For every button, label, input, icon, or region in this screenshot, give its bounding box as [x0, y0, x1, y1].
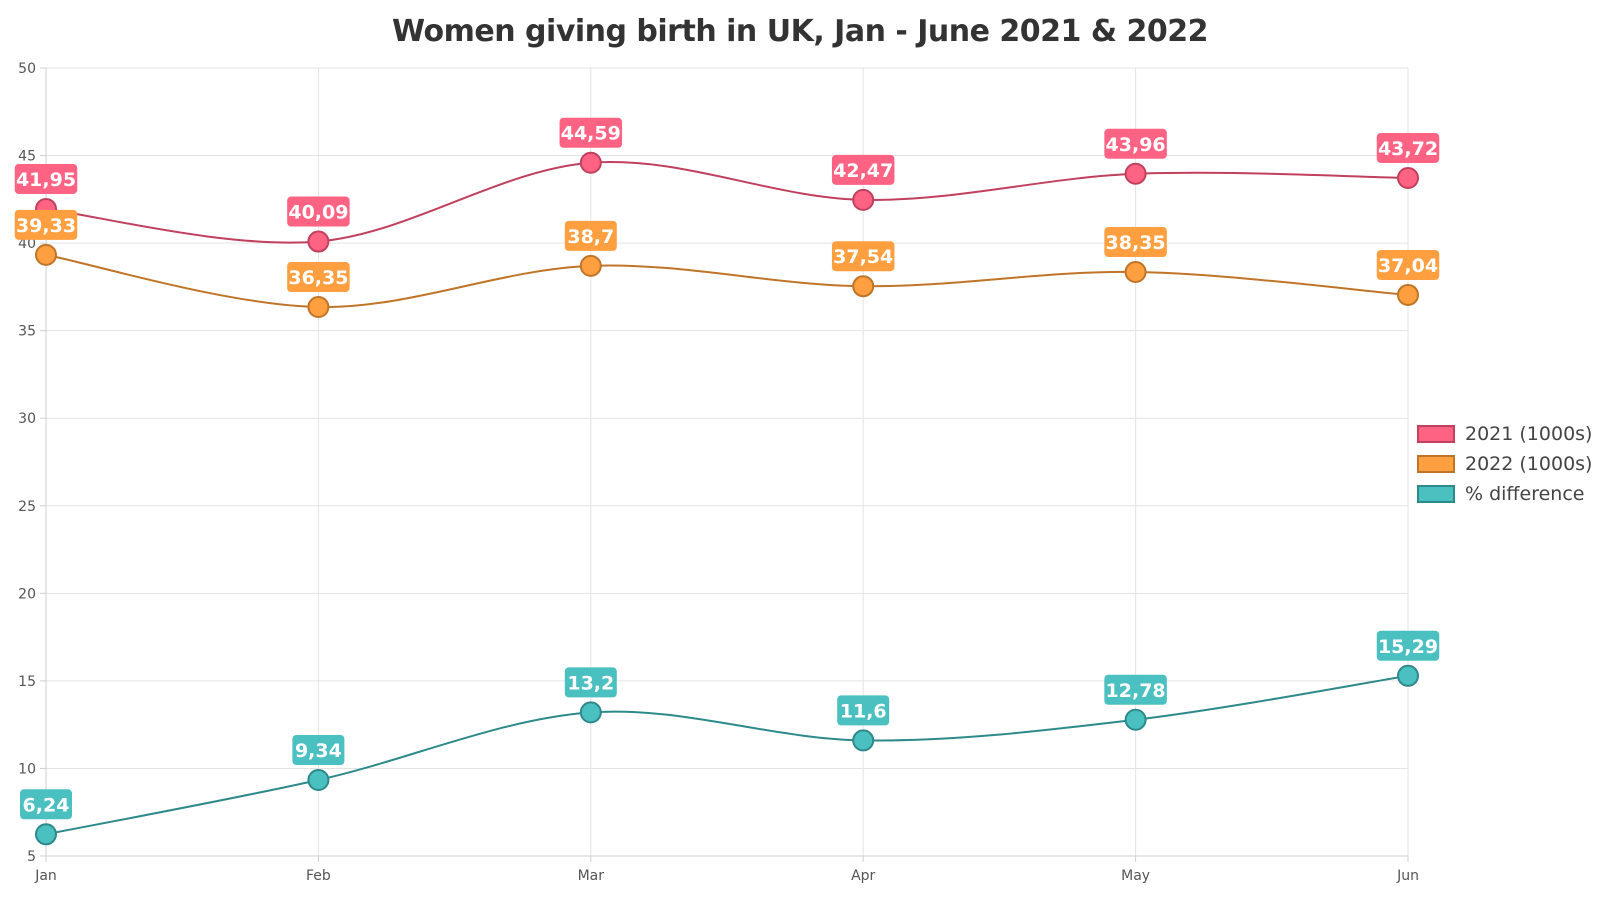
legend-label: 2021 (1000s)	[1465, 423, 1593, 445]
legend-label: 2022 (1000s)	[1465, 453, 1593, 475]
series-lines	[45, 161, 1409, 836]
data-point[interactable]	[1124, 261, 1147, 284]
data-label-box	[20, 789, 72, 820]
y-tick-label: 50	[18, 61, 36, 77]
data-point[interactable]	[852, 275, 875, 298]
data-point[interactable]	[35, 823, 57, 846]
data-label-box	[1104, 128, 1167, 159]
data-label: 38,35	[1106, 232, 1166, 254]
data-point[interactable]	[307, 296, 330, 319]
data-label-box	[287, 262, 350, 293]
data-label-box	[1104, 227, 1167, 258]
data-label-box	[1376, 630, 1440, 661]
x-tick-label: May	[1121, 868, 1150, 884]
legend-item[interactable]: 2021 (1000s)	[1417, 419, 1592, 449]
data-label: 9,34	[295, 740, 342, 762]
data-labels: 41,95 40,09 44,59 42,47 43,96 43,72 39,33 36,35…	[14, 117, 1440, 820]
data-point[interactable]	[35, 243, 57, 266]
y-tick-label: 5	[27, 849, 36, 865]
data-label: 41,95	[16, 169, 76, 191]
y-tick-label: 25	[18, 499, 36, 515]
data-label-box	[292, 735, 345, 766]
data-label-box	[559, 117, 623, 148]
chart-title: Women giving birth in UK, Jan - June 202…	[392, 14, 1208, 49]
legend-item[interactable]: 2022 (1000s)	[1417, 449, 1592, 479]
data-label: 13,2	[567, 672, 614, 694]
data-point[interactable]	[1397, 283, 1419, 306]
data-point[interactable]	[579, 701, 602, 724]
legend-item[interactable]: % difference	[1417, 479, 1592, 509]
data-label-box	[1376, 249, 1440, 280]
series-points	[35, 151, 1419, 846]
data-label-box	[1376, 132, 1440, 163]
data-point[interactable]	[307, 769, 330, 792]
data-label: 37,54	[833, 246, 893, 268]
y-tick-label: 40	[18, 236, 36, 252]
data-label-box	[564, 667, 617, 698]
data-label: 36,35	[288, 267, 348, 289]
data-label: 40,09	[288, 202, 348, 224]
data-point[interactable]	[1124, 162, 1147, 185]
data-label: 12,78	[1106, 680, 1166, 702]
data-label: 43,72	[1378, 138, 1438, 160]
y-tick-label: 30	[18, 411, 36, 427]
data-point[interactable]	[1397, 664, 1419, 687]
data-label-box	[564, 220, 617, 251]
legend-swatch	[1417, 485, 1455, 503]
data-point[interactable]	[1397, 166, 1419, 189]
data-label: 37,04	[1378, 255, 1438, 277]
legend-label: % difference	[1465, 483, 1585, 505]
y-tick-label: 45	[18, 149, 36, 165]
x-tick-label: Mar	[578, 868, 605, 884]
chart-legend: 2021 (1000s) 2022 (1000s) % difference	[1417, 419, 1592, 509]
series-line	[45, 674, 1409, 836]
y-tick-label: 15	[18, 674, 36, 690]
data-label: 43,96	[1106, 134, 1166, 156]
data-label-box	[1104, 674, 1167, 705]
y-tick-label: 35	[18, 324, 36, 340]
data-point[interactable]	[852, 729, 875, 752]
series-line	[45, 161, 1409, 244]
data-label: 6,24	[23, 794, 70, 816]
data-label-box	[14, 209, 78, 240]
y-tick-label: 20	[18, 586, 36, 602]
series-line	[45, 253, 1409, 309]
data-label: 39,33	[16, 215, 76, 237]
data-label-box	[831, 154, 895, 185]
x-tick-label: Jun	[1396, 868, 1419, 884]
legend-swatch	[1417, 425, 1455, 443]
data-point[interactable]	[307, 230, 330, 253]
data-label: 11,6	[840, 700, 887, 722]
data-point[interactable]	[1124, 708, 1147, 731]
x-tick-label: Apr	[851, 868, 875, 884]
data-point[interactable]	[579, 151, 602, 174]
data-point[interactable]	[579, 254, 602, 277]
data-label: 38,7	[567, 226, 614, 248]
data-label: 15,29	[1378, 636, 1438, 658]
legend-swatch	[1417, 455, 1455, 473]
data-label: 44,59	[561, 123, 621, 145]
gridlines: 5 10 15 20 25 30 35 40 45 50 Jan Feb Mar Apr May Jun	[18, 61, 1419, 884]
data-label-box	[287, 196, 350, 227]
data-label-box	[14, 163, 78, 194]
x-tick-label: Jan	[34, 868, 57, 884]
data-point[interactable]	[852, 188, 875, 211]
y-tick-label: 10	[18, 761, 36, 777]
x-tick-label: Feb	[306, 868, 331, 884]
data-label: 42,47	[833, 160, 893, 182]
data-label-box	[831, 241, 895, 272]
data-label-box	[837, 695, 890, 726]
